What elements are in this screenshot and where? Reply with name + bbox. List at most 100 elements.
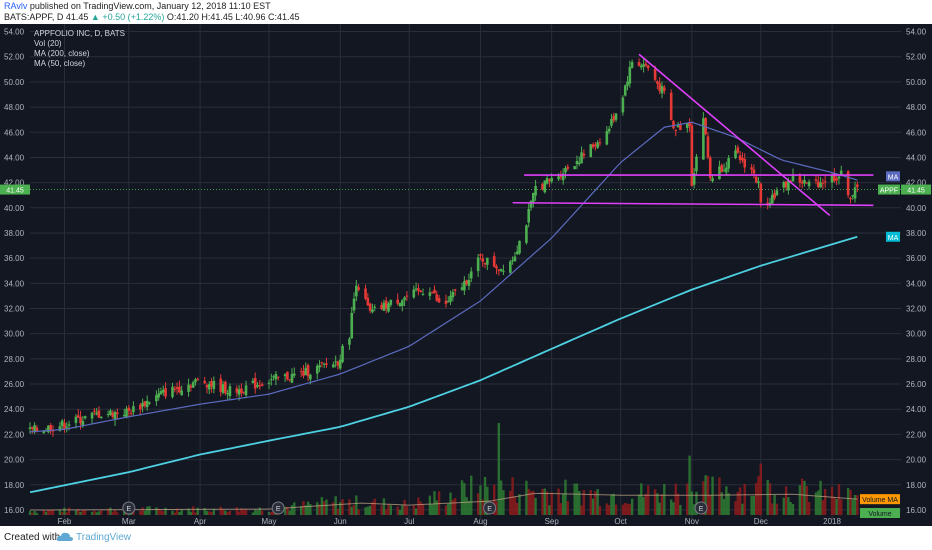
volume-bar <box>653 489 657 515</box>
volume-bar <box>483 476 487 515</box>
candle-body <box>99 416 103 418</box>
candle-body <box>132 406 135 413</box>
chart-area[interactable]: 16.00 16.00 18.00 18.00 20.00 20.00 22.00 22.00… <box>0 24 932 526</box>
volume-bar <box>44 511 48 515</box>
volume-bar <box>414 508 418 515</box>
volume-bar <box>336 508 340 515</box>
candle-body <box>800 181 804 184</box>
candle-body <box>674 130 678 132</box>
volume-bar <box>768 483 772 515</box>
ohlc-values: O:41.20 H:41.45 L:40.96 C:41.45 <box>166 12 300 22</box>
candle-body <box>679 124 682 131</box>
symbol-info: BATS:APPF, D 41.45 ▲ +0.50 (+1.22%) O:41… <box>4 12 300 23</box>
price-chart[interactable]: 16.00 16.00 18.00 18.00 20.00 20.00 22.00 22.00… <box>0 24 932 526</box>
volume-bar <box>497 422 501 515</box>
volume-bars <box>28 422 859 515</box>
candle-body <box>368 303 372 311</box>
candle-body <box>382 302 386 311</box>
candle-body <box>412 289 416 298</box>
volume-bar <box>339 502 342 515</box>
candle-body <box>435 294 439 301</box>
ma200-line <box>29 235 858 494</box>
candle-body <box>286 371 289 380</box>
candle-body <box>688 122 691 127</box>
volume-bar <box>430 504 434 515</box>
candle-body <box>835 178 838 181</box>
volume-bar <box>534 497 537 515</box>
volume-bar <box>610 494 613 515</box>
volume-bar <box>835 499 838 515</box>
candle-body <box>371 309 374 313</box>
candle-body <box>155 395 158 402</box>
volume-bar <box>205 510 209 515</box>
volume-bar <box>725 486 728 515</box>
volume-bar <box>194 512 197 515</box>
volume-bar <box>143 510 147 515</box>
volume-bar <box>823 488 827 515</box>
trendline <box>638 53 831 216</box>
tradingview-brand[interactable]: TradingView <box>76 532 132 543</box>
candle-body <box>706 136 710 158</box>
candle-body <box>839 170 843 175</box>
volume-bar <box>251 512 255 515</box>
x-tick-label: 2018 <box>823 517 841 526</box>
volume-bar <box>258 507 262 515</box>
volume-bar <box>81 510 85 515</box>
earnings-marker <box>122 501 136 515</box>
candle-body <box>125 408 128 418</box>
candle-body <box>171 386 174 398</box>
volume-bar <box>479 485 482 515</box>
candle-body <box>49 425 52 432</box>
volume-bar <box>180 509 183 515</box>
volume-bar <box>210 512 213 515</box>
candle-body <box>577 162 581 165</box>
volume-bar <box>727 493 730 515</box>
candle-body <box>564 168 567 173</box>
candle-body <box>787 180 790 191</box>
candle-body <box>302 371 305 376</box>
y-tick-label-right: 36.00 <box>906 254 927 263</box>
volume-bar <box>532 490 535 515</box>
candle-body <box>591 144 595 148</box>
volume-bar <box>60 512 64 515</box>
candle-body <box>527 208 530 223</box>
volume-tag: Volume <box>868 511 891 518</box>
earnings-label: E <box>699 506 704 513</box>
volume-bar <box>624 502 627 515</box>
volume-bar <box>191 506 195 515</box>
volume-bar <box>837 483 841 515</box>
ma200-tag-box <box>886 231 900 242</box>
volume-ma-tag-box <box>860 494 900 505</box>
candle-body <box>187 384 190 392</box>
candle-body <box>557 176 560 180</box>
volume-bar <box>798 485 802 515</box>
created-with-text: Created with <box>4 532 61 543</box>
candle-body <box>541 183 544 190</box>
volume-bar <box>58 509 62 515</box>
y-tick-label-left: 32.00 <box>4 305 25 314</box>
candle-body <box>725 167 728 173</box>
candle-body <box>240 388 243 393</box>
volume-bar <box>49 510 52 515</box>
candle-body <box>784 181 788 188</box>
candle-body <box>258 385 262 387</box>
candle-body <box>417 288 420 291</box>
y-tick-label-left: 40.00 <box>4 204 25 213</box>
candle-body <box>497 269 501 271</box>
candle-body <box>109 410 112 415</box>
candle-body <box>129 412 133 414</box>
volume-bar <box>203 507 206 515</box>
last-price-right-box <box>901 184 931 195</box>
volume-bar <box>224 510 227 515</box>
volume-bar <box>495 501 498 515</box>
author-link[interactable]: RAvlv <box>4 1 28 11</box>
candle-body <box>481 258 485 262</box>
candle-body <box>782 182 786 188</box>
candle-body <box>235 388 239 393</box>
volume-bar <box>226 512 229 515</box>
volume-bar <box>516 502 519 515</box>
x-tick-label: Feb <box>58 517 72 526</box>
candle-body <box>509 261 512 273</box>
volume-bar <box>582 490 586 515</box>
candle-body <box>30 426 34 429</box>
